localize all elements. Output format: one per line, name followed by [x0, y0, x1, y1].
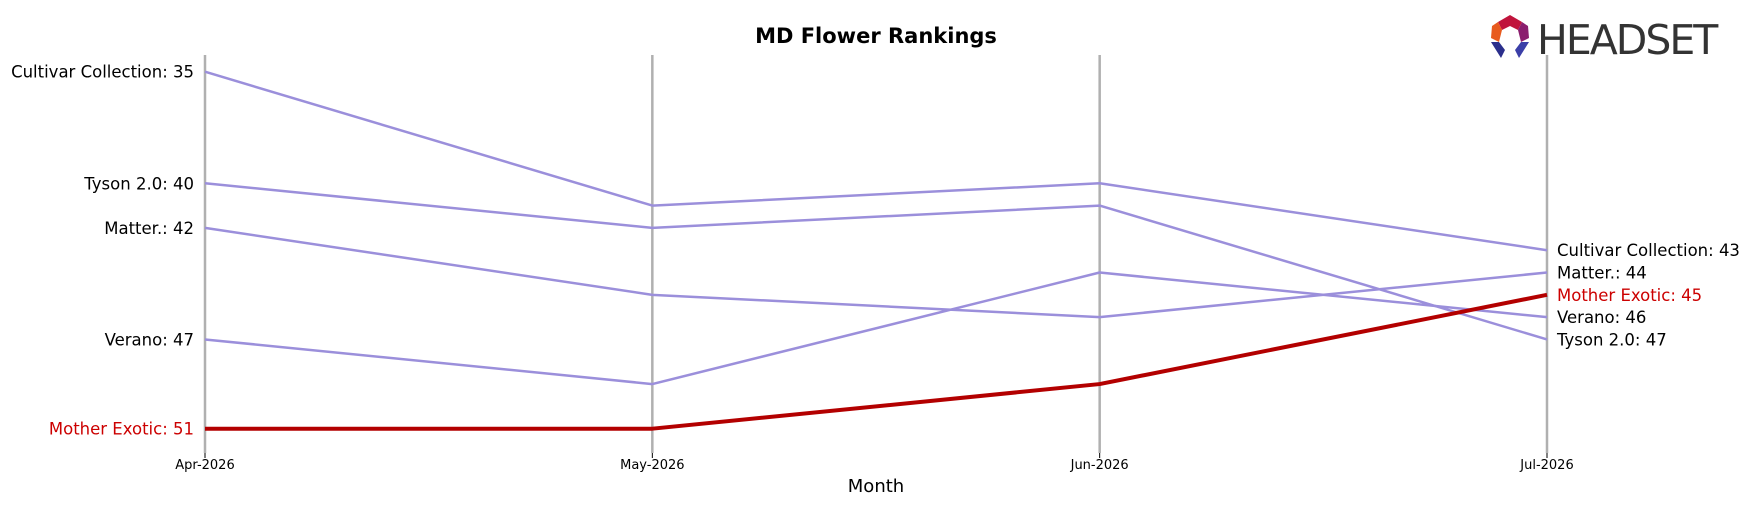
series-line — [204, 70, 1548, 252]
x-tick-label: May-2026 — [620, 458, 684, 473]
chart-title: MD Flower Rankings — [755, 24, 997, 48]
series-end-label: Verano: 46 — [1557, 308, 1646, 327]
series-line — [204, 226, 1548, 319]
x-tick-label: Jun-2026 — [1070, 458, 1129, 473]
series-line — [204, 271, 1548, 386]
series-line — [204, 182, 1548, 341]
series-end-label: Mother Exotic: 45 — [1557, 286, 1702, 305]
headset-logo-icon — [1491, 15, 1529, 58]
headset-logo-text: HEADSET — [1537, 16, 1719, 64]
x-axis-label: Month — [848, 476, 904, 497]
gridlines — [203, 55, 1549, 453]
series-start-label: Tyson 2.0: 40 — [83, 174, 194, 193]
series-start-label: Verano: 47 — [105, 330, 194, 349]
series-end-label: Matter.: 44 — [1557, 264, 1647, 283]
series-line — [205, 292, 1548, 431]
x-tick-label: Jul-2026 — [1519, 458, 1573, 473]
x-tick-label: Apr-2026 — [175, 458, 234, 473]
series-start-label: Cultivar Collection: 35 — [11, 63, 194, 82]
headset-logo: HEADSET — [1491, 15, 1721, 64]
series-start-label: Mother Exotic: 51 — [49, 420, 194, 439]
series-labels: Cultivar Collection: 35 Cultivar Collecti… — [11, 63, 1740, 439]
series-lines — [204, 70, 1548, 431]
series-end-label: Tyson 2.0: 47 — [1556, 330, 1667, 349]
x-ticks: Apr-2026 May-2026 Jun-2026 Jul-2026 — [175, 453, 1574, 473]
series-start-label: Matter.: 42 — [104, 219, 194, 238]
series-end-label: Cultivar Collection: 43 — [1557, 241, 1740, 260]
